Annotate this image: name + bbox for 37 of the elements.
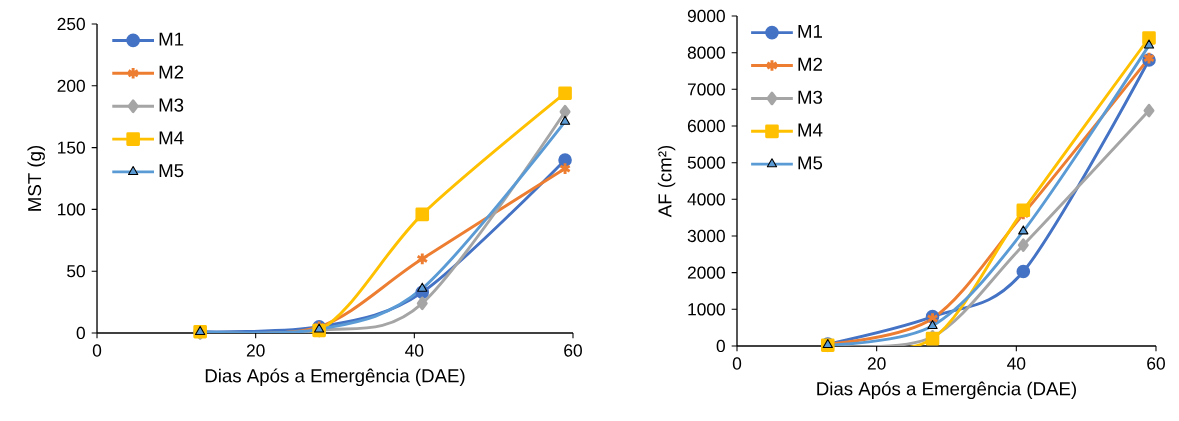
legend-label: M2 xyxy=(159,65,184,79)
x-tick-label: 0 xyxy=(732,357,742,370)
legend-label: M3 xyxy=(159,98,184,112)
legend-label: M5 xyxy=(798,156,823,170)
legend-label: M5 xyxy=(159,164,184,178)
y-tick-label: 3000 xyxy=(687,229,725,243)
x-tick-label: 20 xyxy=(246,344,265,357)
y-tick-label: 4000 xyxy=(687,193,725,206)
legend-label: M2 xyxy=(798,57,822,71)
x-tick-label: 20 xyxy=(867,357,886,370)
y-tick-label: 150 xyxy=(58,141,85,154)
y-tick-label: 8000 xyxy=(687,46,725,59)
legend-label: M3 xyxy=(798,90,823,104)
y-tick-label: 50 xyxy=(67,265,85,278)
legend-label: M1 xyxy=(798,24,822,38)
y-tick-label: 100 xyxy=(58,203,85,216)
y-tick-label: 0 xyxy=(76,326,85,340)
legend-label: M4 xyxy=(798,123,823,137)
x-tick-label: 40 xyxy=(1007,357,1026,370)
x-tick-label: 60 xyxy=(1147,357,1165,370)
x-tick-label: 40 xyxy=(405,344,424,357)
x-tick-label: 0 xyxy=(92,344,102,357)
y-tick-label: 6000 xyxy=(687,119,725,133)
x-axis-title: Dias Após a Emergência (DAE) xyxy=(205,368,465,387)
x-axis-title: Dias Após a Emergência (DAE) xyxy=(817,381,1076,400)
legend-label: M1 xyxy=(159,32,184,46)
y-tick-label: 2000 xyxy=(687,266,725,279)
y-tick-label: 7000 xyxy=(687,83,725,96)
y-tick-label: 5000 xyxy=(687,156,725,169)
x-tick-label: 60 xyxy=(564,344,582,357)
y-tick-label: 200 xyxy=(57,79,85,92)
legend-label: M4 xyxy=(159,131,184,145)
y-tick-label: 1000 xyxy=(688,303,725,316)
y-tick-label: 250 xyxy=(57,17,85,31)
y-axis-title: AF (cm²) xyxy=(657,145,676,218)
y-axis-title: MST (g) xyxy=(27,145,45,211)
y-tick-label: 9000 xyxy=(687,9,725,23)
